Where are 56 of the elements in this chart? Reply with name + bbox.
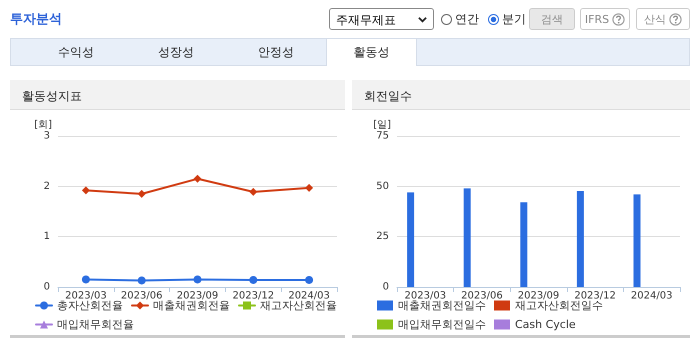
legend-label: 매입채무회전율 [57, 318, 134, 331]
y-tick-label: 0 [44, 282, 50, 292]
y-tick-label: 1 [44, 231, 50, 242]
legend-label: 재고자산회전율 [260, 299, 337, 312]
y-axis-title: [일] [373, 120, 392, 130]
legend-label: Cash Cycle [515, 318, 576, 331]
text: 투자분석 [10, 11, 62, 28]
bar [464, 188, 471, 287]
x-tick-label: 2023/03 [404, 290, 446, 302]
bar [407, 192, 414, 287]
point [305, 276, 314, 284]
x-tick-label: 2023/03 [65, 290, 107, 302]
y-axis-title: [회] [34, 120, 52, 130]
text: 수익성 [57, 44, 95, 61]
bar [634, 194, 640, 287]
point [194, 174, 202, 183]
point [138, 276, 146, 284]
y-tick-label: 75 [376, 130, 389, 142]
legend-label: 총자산회전율 [57, 299, 123, 312]
legend-label: 재고자산회전일수 [515, 299, 603, 312]
chart-title: 활동성지표 [10, 80, 345, 110]
x-tick-label: 2023/12 [574, 290, 616, 302]
text: 주재무제표 [336, 13, 396, 27]
x-tick-label: 2023/06 [120, 290, 162, 302]
text: 활동성 [326, 38, 417, 66]
x-tick-label: 2023/12 [232, 290, 274, 302]
legend-label: 매입채무회전일수 [398, 318, 486, 331]
y-tick-label: 50 [376, 180, 389, 192]
point [194, 275, 202, 284]
x-tick-label: 2024/03 [288, 290, 330, 302]
point [249, 276, 258, 284]
text: 안정성 [257, 44, 295, 61]
x-tick-label: 2023/09 [176, 290, 218, 302]
x-tick-label: 2023/06 [461, 290, 503, 302]
point [82, 275, 90, 284]
x-tick-label: 2023/09 [518, 290, 560, 302]
legend-label: 매출채권회전율 [153, 299, 230, 312]
chart-title: 회전일수 [352, 80, 690, 110]
y-tick-label: 3 [44, 130, 50, 142]
y-tick-label: 0 [382, 282, 389, 292]
text: 산식 [644, 12, 666, 26]
text: 성장성 [157, 44, 195, 61]
text: 분기 [502, 11, 526, 28]
bar [576, 190, 584, 287]
text: 연간 [455, 11, 479, 28]
text: IFRS [584, 12, 610, 26]
bar [520, 202, 528, 287]
x-tick-label: 2024/03 [630, 290, 672, 302]
legend-label: 매출채권회전일수 [398, 299, 486, 312]
point [138, 190, 146, 198]
y-tick-label: 25 [376, 231, 389, 242]
point [249, 188, 258, 196]
text: 검색 [541, 12, 563, 26]
y-tick-label: 2 [44, 180, 50, 192]
point [82, 186, 90, 194]
point [305, 184, 314, 192]
